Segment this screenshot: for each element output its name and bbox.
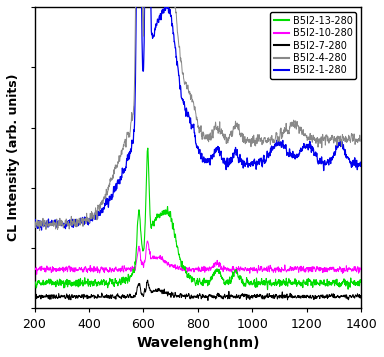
- B5I2-4-280: [188, 91, 192, 95]
- B5I2-10-280: [145, 239, 150, 243]
- B5I2-10-280: [333, 269, 338, 273]
- Line: B5I2-10-280: B5I2-10-280: [35, 241, 361, 275]
- B5I2-13-280: [187, 275, 192, 279]
- B5I2-10-280: [270, 269, 274, 273]
- Line: B5I2-4-280: B5I2-4-280: [35, 0, 361, 231]
- B5I2-7-280: [169, 291, 174, 296]
- Line: B5I2-1-280: B5I2-1-280: [35, 0, 361, 230]
- B5I2-10-280: [359, 265, 364, 270]
- B5I2-1-280: [172, 40, 177, 44]
- B5I2-10-280: [32, 267, 37, 271]
- B5I2-7-280: [359, 294, 364, 298]
- B5I2-13-280: [270, 282, 274, 286]
- B5I2-7-280: [187, 296, 192, 300]
- B5I2-10-280: [172, 265, 177, 270]
- B5I2-13-280: [333, 280, 338, 285]
- Legend: B5I2-13-280, B5I2-10-280, B5I2-7-280, B5I2-4-280, B5I2-1-280: B5I2-13-280, B5I2-10-280, B5I2-7-280, B5…: [270, 12, 356, 79]
- B5I2-1-280: [170, 24, 174, 28]
- B5I2-1-280: [39, 228, 44, 232]
- B5I2-4-280: [32, 223, 37, 228]
- B5I2-10-280: [170, 263, 174, 267]
- B5I2-7-280: [146, 278, 150, 282]
- Line: B5I2-13-280: B5I2-13-280: [35, 148, 361, 290]
- B5I2-13-280: [349, 280, 354, 284]
- B5I2-13-280: [146, 146, 150, 150]
- B5I2-13-280: [265, 287, 270, 292]
- B5I2-4-280: [359, 138, 364, 142]
- B5I2-4-280: [172, 0, 177, 4]
- X-axis label: Wavelengh(nm): Wavelengh(nm): [136, 336, 260, 350]
- B5I2-1-280: [333, 151, 338, 156]
- B5I2-10-280: [34, 272, 39, 277]
- B5I2-1-280: [188, 120, 192, 124]
- B5I2-10-280: [349, 268, 354, 272]
- B5I2-13-280: [169, 217, 174, 222]
- B5I2-7-280: [349, 295, 354, 300]
- B5I2-4-280: [349, 133, 354, 137]
- B5I2-13-280: [172, 234, 177, 238]
- Y-axis label: CL Intensity (arb. units): CL Intensity (arb. units): [7, 74, 20, 241]
- B5I2-4-280: [270, 136, 274, 140]
- Line: B5I2-7-280: B5I2-7-280: [35, 280, 361, 301]
- B5I2-4-280: [333, 136, 338, 141]
- B5I2-7-280: [32, 293, 37, 297]
- B5I2-1-280: [270, 147, 274, 151]
- B5I2-13-280: [32, 283, 37, 287]
- B5I2-13-280: [359, 278, 364, 282]
- B5I2-7-280: [206, 298, 210, 303]
- B5I2-7-280: [172, 294, 177, 298]
- B5I2-4-280: [37, 228, 42, 233]
- B5I2-10-280: [188, 267, 192, 272]
- B5I2-1-280: [359, 162, 364, 166]
- B5I2-7-280: [333, 295, 338, 300]
- B5I2-1-280: [32, 224, 37, 228]
- B5I2-1-280: [349, 164, 354, 169]
- B5I2-7-280: [270, 293, 274, 298]
